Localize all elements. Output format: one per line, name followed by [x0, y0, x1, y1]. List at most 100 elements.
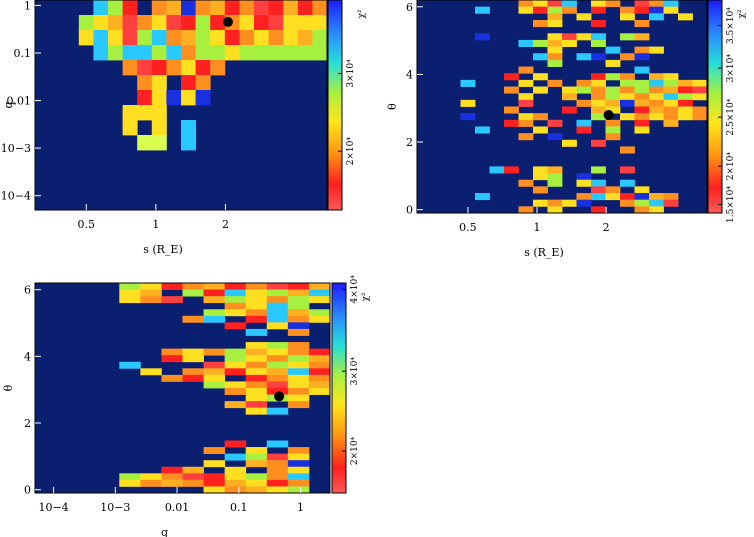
heatmap-cell [119, 473, 141, 481]
heatmap-cell [533, 199, 548, 207]
heatmap-cell [151, 45, 167, 61]
heatmap-cell [634, 93, 650, 101]
heatmap-cell [504, 166, 519, 174]
heatmap-cell [181, 15, 196, 31]
colorbar [327, 0, 343, 211]
heatmap-cell [203, 283, 226, 290]
heatmap-cell [605, 73, 621, 81]
heatmap-cell [182, 368, 204, 376]
heatmap-cell [137, 30, 153, 46]
heatmap-cell [137, 60, 153, 76]
heatmap-cell [245, 296, 268, 304]
heatmap-cell [93, 30, 109, 46]
y-tick-label: 0.01 [7, 95, 32, 108]
y-tick-label: 6 [24, 284, 31, 297]
heatmap-cell [649, 99, 664, 107]
x-axis-label: s (R_E) [143, 243, 183, 256]
heatmap-cell [504, 119, 519, 127]
heatmap-cell [245, 302, 268, 310]
heatmap-cell [634, 199, 650, 207]
heatmap-cell [166, 30, 182, 46]
heatmap-cell [239, 30, 255, 46]
heatmap-cell [239, 45, 255, 61]
heatmap-cell [663, 199, 679, 207]
heatmap-cell [547, 179, 563, 187]
heatmap-cell [245, 283, 268, 290]
panel-top-right: 0.5 1 2 0 2 4 6 s (R_E) θ 3.5×10⁴ 3×10⁴ 2.5×10⁴ 2×10… [386, 0, 747, 259]
heatmap-cell [576, 193, 592, 201]
colorbar-tick-label: 2×10⁴ [726, 152, 736, 181]
heatmap-cell [547, 119, 563, 127]
heatmap-cell [245, 479, 268, 487]
heatmap-cell [224, 322, 247, 330]
heatmap-cell [266, 348, 289, 356]
heatmap-cell [122, 105, 138, 121]
heatmap-cell [533, 39, 548, 47]
heatmap-cell [224, 388, 247, 395]
heatmap-cell [308, 289, 331, 297]
heatmap-cell [678, 86, 693, 94]
heatmap-cell [591, 19, 606, 28]
heatmap-cell [591, 206, 606, 214]
heatmap-cell [245, 407, 268, 415]
heatmap-cell [254, 45, 269, 61]
heatmap-cell [287, 473, 310, 481]
heatmap-cell [620, 33, 635, 41]
heatmap-cell [166, 60, 182, 76]
heatmap-cell [576, 199, 592, 207]
heatmap-cell [268, 30, 284, 46]
heatmap-cell [547, 46, 563, 54]
heatmap-cell [663, 93, 679, 101]
heatmap-cell [591, 186, 606, 194]
y-tick-label: 1 [24, 0, 31, 12]
heatmap-cell [634, 193, 650, 201]
heatmap-cell [182, 348, 204, 356]
heatmap-cell [181, 75, 196, 91]
colorbar-tick-label: 3×10⁴ [350, 357, 360, 386]
heatmap-cell [678, 13, 693, 21]
heatmap-cell [663, 119, 679, 127]
heatmap-cell [268, 15, 284, 31]
heatmap-cell [591, 6, 606, 14]
heatmap-cell [591, 106, 606, 114]
heatmap-cell [266, 440, 289, 448]
heatmap-cell [533, 0, 548, 8]
x-tick-label: 1 [152, 218, 159, 231]
heatmap-cell [308, 368, 331, 376]
x-axis-label: q [161, 526, 168, 537]
heatmap-cell [122, 60, 138, 76]
heatmap-cell [137, 45, 153, 61]
heatmap-cell [475, 6, 490, 14]
heatmap-cell [649, 46, 664, 54]
heatmap-cell [122, 0, 138, 16]
heatmap-cell [605, 126, 621, 134]
heatmap-cell [283, 15, 299, 31]
heatmap-cell [605, 106, 621, 114]
heatmap-cell [649, 73, 664, 81]
heatmap-cell [266, 381, 289, 389]
colorbar-tick-label: 3×10⁴ [726, 54, 736, 83]
heatmap-cell [224, 348, 247, 356]
heatmap-cell [620, 93, 635, 101]
heatmap-cell [245, 355, 268, 363]
heatmap-cell [663, 73, 679, 81]
heatmap-cell [287, 296, 310, 304]
y-tick-label: 0 [24, 484, 31, 497]
heatmap-cell [122, 120, 138, 136]
heatmap-cell [266, 486, 289, 494]
heatmap-cell [649, 79, 664, 87]
x-tick-label: 2 [222, 218, 229, 231]
x-tick-label: 10−4 [38, 501, 68, 514]
heatmap-cell [151, 75, 167, 91]
heatmap-cell [518, 93, 534, 101]
panel-top-left: 0.5 1 2 1 0.1 0.01 10−3 10−4 s (R_E) q 3×10⁴ 2×10⁴ χ… [1, 0, 367, 256]
heatmap-cell [151, 15, 167, 31]
heatmap-cell [562, 39, 577, 47]
heatmap-cell [620, 199, 635, 207]
heatmap-cell [475, 33, 490, 41]
colorbar-label: χ² [357, 9, 367, 18]
heatmap-cell [161, 348, 183, 356]
heatmap-cell [547, 13, 563, 21]
heatmap-cell [576, 126, 592, 134]
heatmap-cell [224, 401, 247, 409]
